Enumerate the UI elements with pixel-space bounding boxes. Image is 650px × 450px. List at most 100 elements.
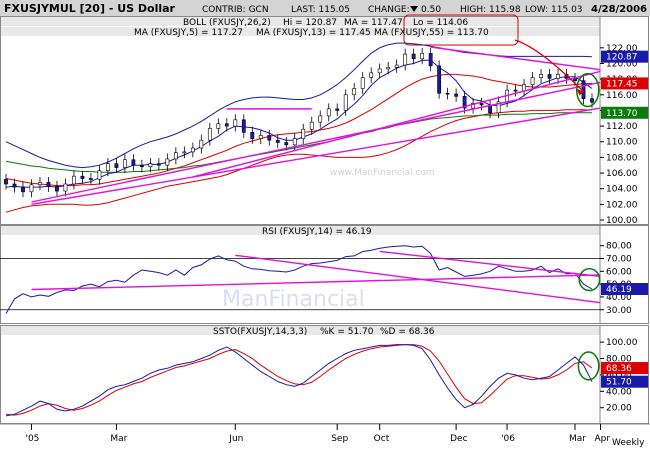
- ma55-legend: MA (FXUSJY,55) = 113.70: [374, 28, 489, 38]
- last-price: LAST: 115.05: [291, 5, 350, 15]
- ssto-series-layer: [5, 344, 593, 417]
- header-date: 4/28/2006: [591, 4, 647, 15]
- candle-body: [547, 74, 552, 79]
- ma13-line: [5, 73, 593, 187]
- rsi-y-tick-label: 80.00: [606, 242, 632, 252]
- candle-body: [522, 84, 526, 92]
- price-highlight-ellipse: [575, 72, 600, 108]
- candle-body: [63, 183, 68, 192]
- candle-body: [496, 101, 501, 114]
- candle-body: [207, 128, 212, 141]
- boll-hi-legend: Hi = 120.87: [283, 18, 337, 28]
- candle-body: [479, 103, 484, 106]
- candle-body: [241, 119, 246, 133]
- candle-body: [471, 103, 476, 109]
- candle-body: [318, 115, 323, 123]
- price-trendline: [430, 46, 601, 71]
- ssto-d-line: [5, 344, 593, 416]
- candle-body: [428, 53, 433, 67]
- price-y-tick-label: 104.00: [606, 185, 638, 195]
- ssto-value-badge: [601, 375, 648, 388]
- price-trendline: [31, 107, 601, 206]
- candle-body: [122, 159, 127, 168]
- candle-body: [343, 94, 348, 111]
- price-y-tick-label: 116.00: [606, 91, 638, 101]
- candle-body: [386, 67, 391, 70]
- price-trendline: [31, 81, 601, 203]
- candle-body: [258, 135, 263, 139]
- price-y-tick-label: 112.00: [606, 122, 638, 132]
- price-value-badge: [601, 106, 648, 119]
- ssto-highlight-ellipse: [577, 351, 600, 381]
- price-trendline: [192, 70, 601, 178]
- rsi-highlight-ellipse: [578, 268, 601, 292]
- candle-body: [513, 89, 518, 92]
- annotation-arrowhead-icon: [576, 88, 584, 96]
- boll-legend-prefix: BOLL (FXUSJY,26,2): [183, 18, 271, 28]
- ssto-d-legend: %D = 68.36: [380, 327, 435, 337]
- candle-body: [4, 179, 8, 185]
- down-triangle-icon: [410, 6, 418, 12]
- candle-body: [72, 175, 76, 185]
- candle-body: [420, 53, 425, 60]
- price-badges-layer: 120.87 117.45 113.70: [601, 50, 648, 119]
- candle-body: [403, 53, 408, 66]
- rsi-badges-layer: 46.19: [601, 283, 648, 296]
- price-trendline-layer: [31, 46, 601, 206]
- candle-body: [360, 77, 365, 89]
- rsi-y-tick-label: 30.00: [606, 306, 632, 316]
- candle-body: [80, 175, 85, 179]
- candle-body: [21, 186, 25, 193]
- ssto-badges-layer: 68.36 51.70: [601, 362, 648, 388]
- candle-body: [165, 158, 170, 166]
- x-axis: '05 Mar Jun Sep Oct Dec '06 Mar Apr: [25, 424, 610, 444]
- candle-body: [437, 65, 442, 94]
- x-tick-label: '06: [501, 434, 515, 444]
- candle-body: [301, 128, 306, 139]
- price-y-axis: 100.00 102.00 104.00 106.00 108.00 110.00 112.…: [600, 44, 638, 226]
- candle-body: [292, 138, 297, 146]
- annotation-arrow-line: [514, 39, 584, 93]
- price-value-badge-text: 120.87: [606, 53, 638, 63]
- candle-body: [55, 186, 59, 192]
- ssto-value-badge-text: 51.70: [606, 378, 632, 388]
- candle-body: [335, 108, 340, 111]
- candle-body: [326, 108, 331, 117]
- header-bar: [0, 0, 650, 16]
- price-panel-frame: [0, 16, 649, 225]
- ssto-value-badge-text: 68.36: [606, 364, 632, 374]
- price-y-tick-label: 108.00: [606, 153, 638, 163]
- rsi-legend: RSI (FXUSJY,14) = 46.19: [262, 227, 372, 237]
- rsi-value-badge: [601, 283, 648, 296]
- price-legend-bar: [0, 17, 600, 26]
- candle-body: [250, 132, 255, 139]
- ma13-legend: MA (FXUSJY,13) = 117.45: [256, 28, 371, 38]
- x-tick-label: Oct: [374, 434, 390, 444]
- candle-body: [148, 163, 153, 168]
- ssto-y-tick-label: 100.00: [606, 338, 638, 348]
- rsi-line: [5, 245, 593, 314]
- x-tick-label: Sep: [331, 434, 348, 444]
- ssto-y-tick-label: 20.00: [606, 404, 632, 414]
- rsi-trendline: [379, 250, 601, 278]
- candle-body: [369, 72, 374, 78]
- candle-body: [267, 135, 272, 141]
- candle-body: [190, 147, 195, 153]
- rsi-trendline-layer: [31, 250, 601, 304]
- rsi-watermark: ManFinancial: [222, 287, 365, 312]
- change-value: 0.50: [421, 5, 441, 15]
- x-tick-label: Apr: [594, 434, 610, 444]
- price-value-badge-text: 113.70: [606, 109, 638, 119]
- boll-ma-legend: MA = 117.47: [344, 18, 403, 28]
- price-value-badge: [601, 77, 648, 90]
- candle-body: [581, 80, 586, 99]
- rsi-trendline: [235, 254, 601, 304]
- rsi-y-tick-label: 60.00: [606, 267, 632, 277]
- candle-body: [233, 119, 238, 127]
- candle-body: [530, 77, 535, 85]
- price-y-tick-label: 110.00: [606, 138, 638, 148]
- ma5-line: [5, 59, 593, 188]
- candle-body: [556, 74, 560, 79]
- candle-body: [182, 151, 187, 154]
